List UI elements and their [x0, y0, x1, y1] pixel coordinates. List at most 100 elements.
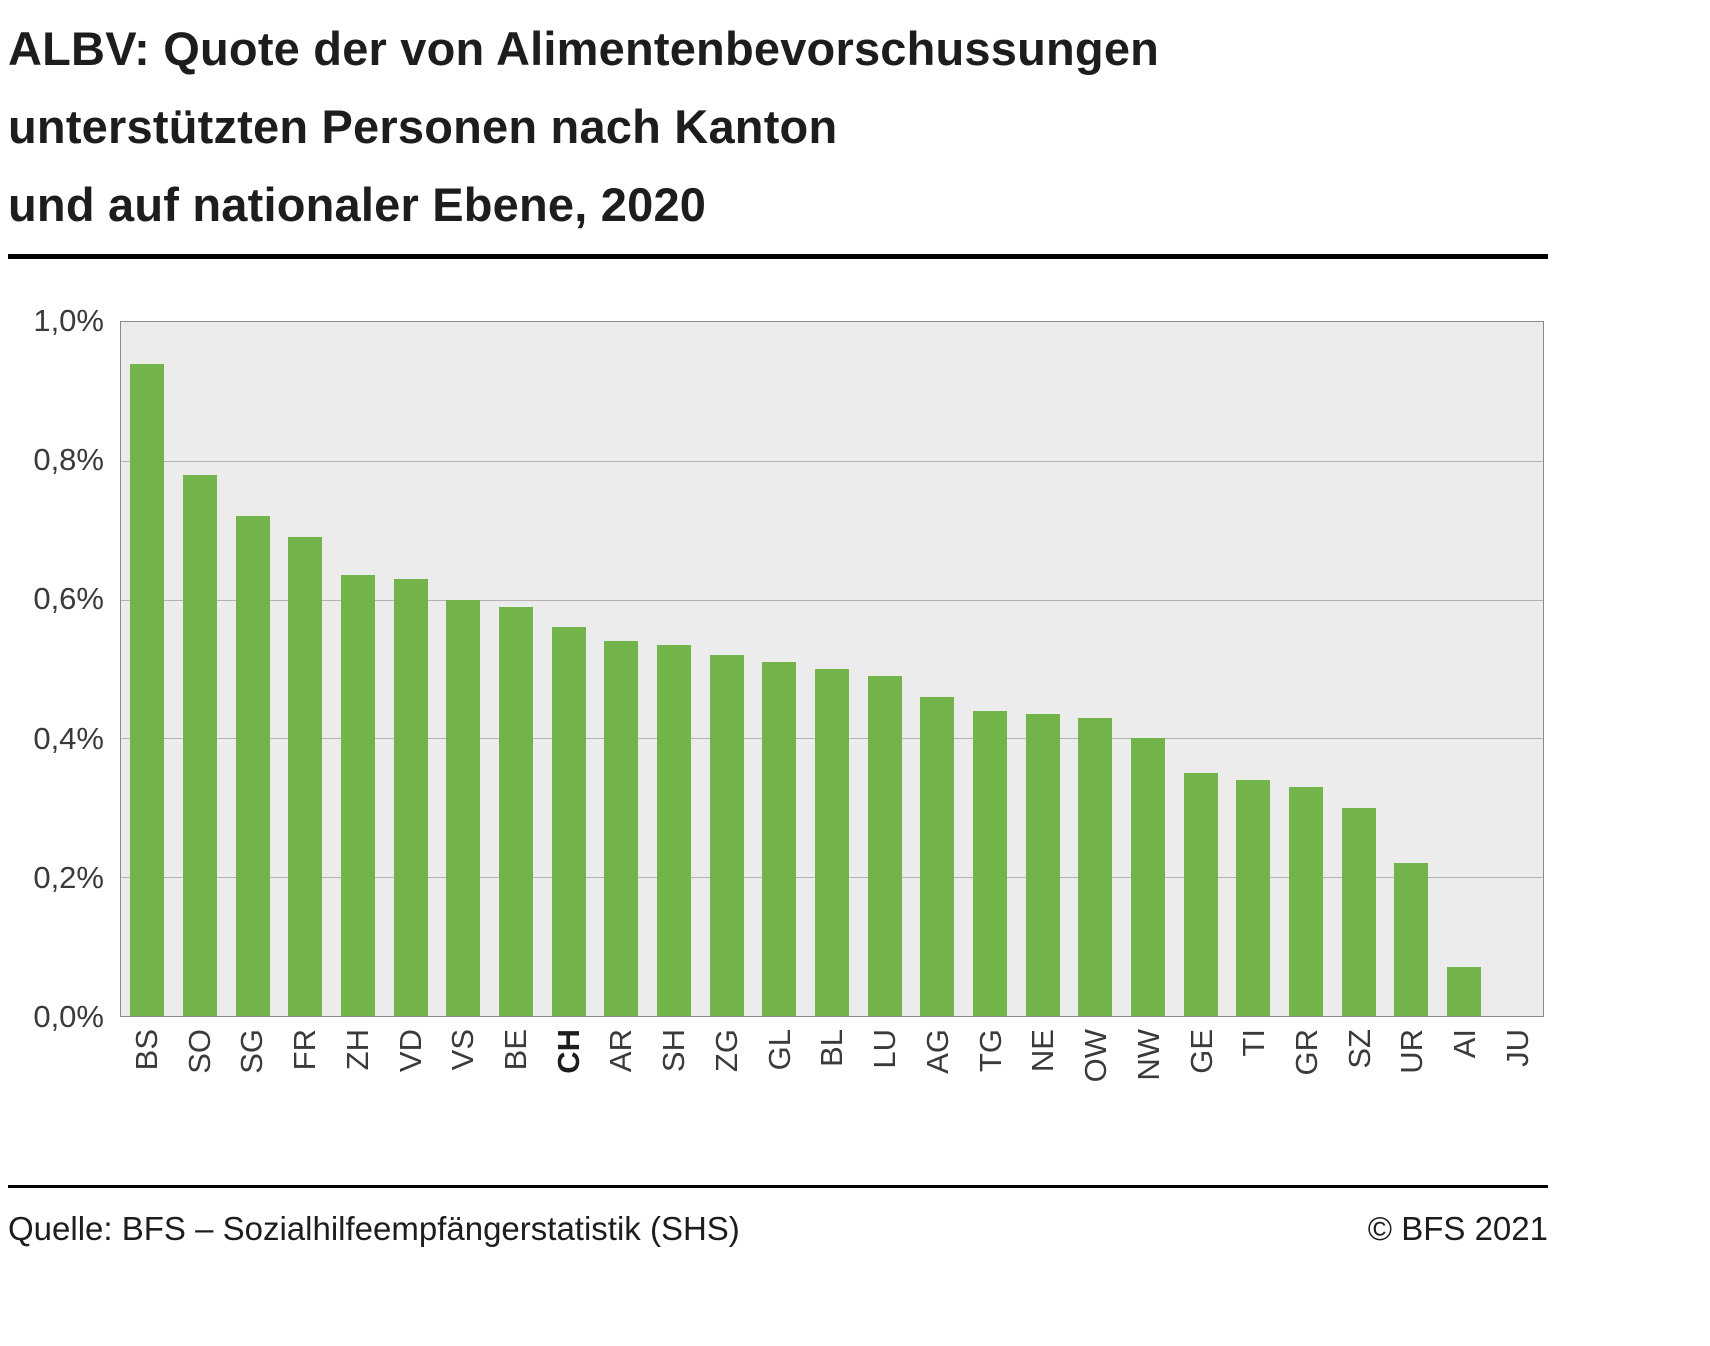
- chart-title: ALBV: Quote der von Alimentenbevorschuss…: [8, 10, 1548, 244]
- bar-cell-VS: [437, 322, 490, 1016]
- x-cell-ZG: ZG: [700, 1029, 753, 1105]
- bar-ZH: [341, 575, 376, 1016]
- bar-cell-NE: [1016, 322, 1069, 1016]
- x-label-VS: VS: [445, 1029, 481, 1071]
- bar-cell-VD: [384, 322, 437, 1016]
- bar-SH: [657, 644, 692, 1016]
- title-divider: [8, 254, 1548, 259]
- bar-SG: [235, 516, 270, 1016]
- bar-cell-GR: [1280, 322, 1333, 1016]
- x-label-AG: AG: [919, 1029, 955, 1074]
- x-cell-AI: AI: [1438, 1029, 1491, 1105]
- bar-cell-SG: [226, 322, 279, 1016]
- bar-GL: [762, 662, 797, 1016]
- x-cell-VS: VS: [436, 1029, 489, 1105]
- chart-title-line-1: ALBV: Quote der von Alimentenbevorschuss…: [8, 22, 1160, 75]
- x-label-UR: UR: [1394, 1029, 1430, 1074]
- bar-cell-SH: [648, 322, 701, 1016]
- bar-VS: [446, 599, 481, 1016]
- x-label-ZG: ZG: [708, 1029, 744, 1073]
- x-label-AI: AI: [1447, 1029, 1483, 1059]
- bar-cell-SO: [174, 322, 227, 1016]
- bar-cell-OW: [1069, 322, 1122, 1016]
- bar-SO: [183, 474, 217, 1016]
- gridline: [121, 460, 1543, 462]
- bar-cell-TI: [1227, 322, 1280, 1016]
- bar-cell-AG: [911, 322, 964, 1016]
- y-tick-label: 0,6%: [33, 581, 104, 617]
- x-cell-AG: AG: [911, 1029, 964, 1105]
- bar-TI: [1236, 780, 1271, 1016]
- plot-wrap: BS SO SG FR ZH VD VS BE CH AR SH ZG GL BL LU AG TG NE OW NW…: [120, 321, 1544, 1105]
- x-label-LU: LU: [867, 1029, 903, 1069]
- bar-UR: [1394, 863, 1429, 1016]
- y-tick-label: 0,4%: [33, 720, 104, 756]
- x-label-GL: GL: [761, 1029, 797, 1071]
- x-label-SO: SO: [181, 1029, 217, 1074]
- x-cell-OW: OW: [1069, 1029, 1122, 1105]
- bar-AR: [604, 641, 639, 1016]
- bar-VD: [393, 578, 428, 1016]
- bar-cell-JU: [1490, 322, 1543, 1016]
- bar-cell-BE: [490, 322, 543, 1016]
- chart-title-line-3: und auf nationaler Ebene, 2020: [8, 178, 707, 231]
- footer-divider: [8, 1185, 1548, 1188]
- bar-cell-UR: [1385, 322, 1438, 1016]
- bar-cell-FR: [279, 322, 332, 1016]
- x-cell-BE: BE: [489, 1029, 542, 1105]
- bar-BE: [499, 606, 534, 1016]
- y-tick-label: 0,0%: [33, 999, 104, 1034]
- y-axis: 1,0% 0,8% 0,6% 0,4% 0,2% 0,0%: [8, 303, 120, 1034]
- bar-cell-NW: [1122, 322, 1175, 1016]
- bar-AG: [920, 696, 955, 1016]
- x-cell-SZ: SZ: [1333, 1029, 1386, 1105]
- bar-SZ: [1341, 807, 1376, 1016]
- x-cell-LU: LU: [858, 1029, 911, 1105]
- bar-GE: [1183, 773, 1218, 1016]
- bar-cell-AI: [1438, 322, 1491, 1016]
- bar-BL: [815, 669, 850, 1016]
- bar-cell-CH: [542, 322, 595, 1016]
- x-axis: BS SO SG FR ZH VD VS BE CH AR SH ZG GL BL LU AG TG NE OW NW…: [120, 1029, 1544, 1105]
- bar-BS: [130, 363, 165, 1016]
- bar-chart: 1,0% 0,8% 0,6% 0,4% 0,2% 0,0% BS SO SG FR ZH VD VS B…: [8, 303, 1548, 1105]
- x-label-BL: BL: [814, 1029, 850, 1067]
- source-text: Quelle: BFS – Sozialhilfeempfängerstatis…: [8, 1210, 740, 1247]
- plot-area: [120, 321, 1544, 1017]
- y-tick-label: 1,0%: [33, 303, 104, 338]
- bar-FR: [288, 537, 323, 1016]
- x-label-OW: OW: [1078, 1029, 1114, 1083]
- x-label-CH: CH: [550, 1029, 586, 1074]
- x-cell-TG: TG: [964, 1029, 1017, 1105]
- x-cell-SG: SG: [225, 1029, 278, 1105]
- x-cell-CH: CH: [542, 1029, 595, 1105]
- x-cell-VD: VD: [384, 1029, 437, 1105]
- x-label-BE: BE: [498, 1029, 533, 1071]
- bar-cell-ZH: [332, 322, 385, 1016]
- bar-NW: [1131, 738, 1166, 1016]
- y-tick-label: 0,8%: [33, 442, 104, 478]
- x-cell-ZH: ZH: [331, 1029, 384, 1105]
- bar-cell-ZG: [700, 322, 753, 1016]
- x-label-ZH: ZH: [339, 1029, 375, 1071]
- x-cell-SH: SH: [647, 1029, 700, 1105]
- x-cell-BS: BS: [120, 1029, 173, 1105]
- bar-cell-LU: [858, 322, 911, 1016]
- x-cell-TI: TI: [1227, 1029, 1280, 1105]
- x-label-FR: FR: [287, 1029, 323, 1071]
- bar-cell-GL: [753, 322, 806, 1016]
- x-cell-GR: GR: [1280, 1029, 1333, 1105]
- x-cell-SO: SO: [173, 1029, 226, 1105]
- x-label-NE: NE: [1025, 1029, 1061, 1073]
- x-label-AR: AR: [603, 1029, 639, 1073]
- footer: Quelle: BFS – Sozialhilfeempfängerstatis…: [8, 1210, 1548, 1248]
- bar-CH: [551, 627, 586, 1016]
- x-label-BS: BS: [128, 1029, 164, 1071]
- x-cell-BL: BL: [806, 1029, 859, 1105]
- bar-cell-BS: [121, 322, 174, 1016]
- x-label-GE: GE: [1183, 1029, 1219, 1074]
- x-cell-GE: GE: [1175, 1029, 1228, 1105]
- x-cell-AR: AR: [595, 1029, 648, 1105]
- x-cell-UR: UR: [1386, 1029, 1439, 1105]
